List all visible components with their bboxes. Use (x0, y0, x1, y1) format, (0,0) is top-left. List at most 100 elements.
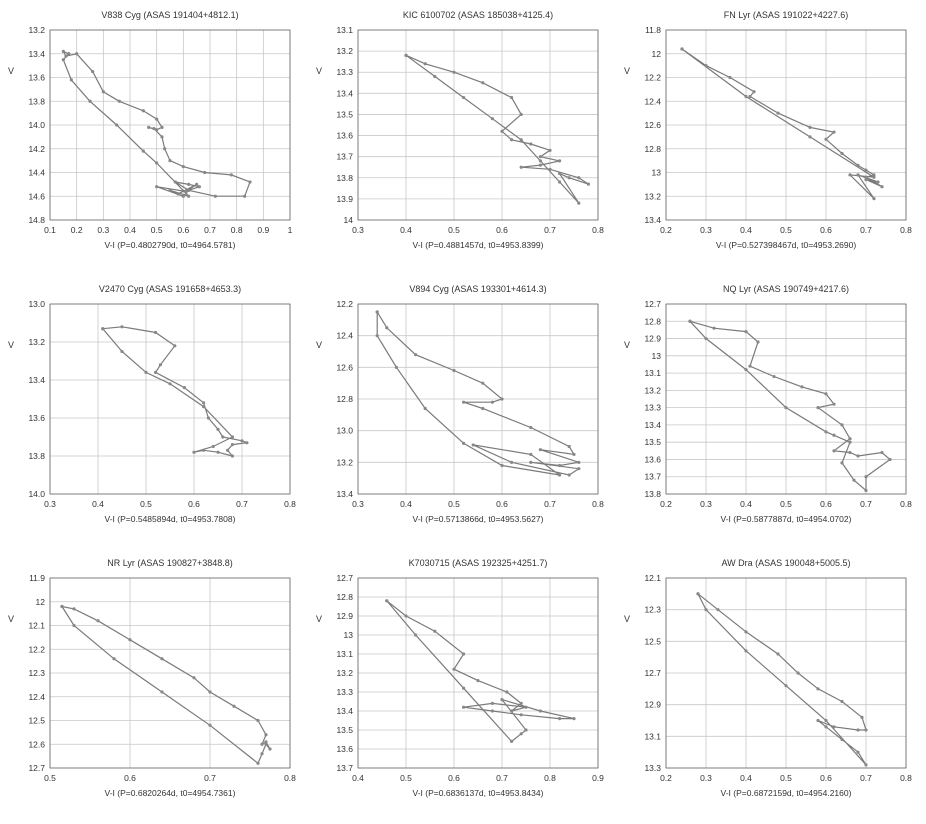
data-point (61, 49, 65, 53)
data-point (192, 676, 196, 680)
data-point (856, 728, 860, 732)
data-point (184, 189, 188, 194)
y-tick-label: 12 (652, 49, 662, 59)
x-tick-label: 1 (288, 225, 293, 235)
x-tick-label: 0.7 (204, 225, 216, 235)
data-point (160, 657, 164, 661)
data-point (824, 137, 828, 141)
data-point (481, 81, 485, 85)
data-point (558, 171, 562, 176)
x-tick-label: 0.5 (140, 499, 152, 509)
y-tick-label: 12.2 (28, 644, 45, 654)
data-point (462, 705, 466, 709)
data-point (221, 435, 225, 439)
y-tick-label: 13.4 (644, 215, 661, 225)
data-point (510, 709, 514, 713)
data-point (141, 149, 145, 153)
y-tick-label: 13.0 (28, 299, 45, 309)
data-point (490, 117, 494, 121)
y-tick-label: 13.1 (336, 25, 353, 35)
data-point (260, 742, 264, 746)
x-tick-label: 0.8 (544, 773, 556, 783)
data-point (864, 178, 868, 182)
y-tick-label: 13.6 (336, 131, 353, 141)
x-tick-label: 0.2 (660, 773, 672, 783)
data-point (72, 607, 76, 611)
y-tick-label: 13.2 (28, 25, 45, 35)
x-tick-label: 0.8 (592, 225, 604, 235)
x-tick-label: 0.4 (400, 499, 412, 509)
data-point (155, 161, 159, 165)
x-tick-label: 0.6 (496, 499, 508, 509)
data-point (808, 125, 812, 129)
y-tick-label: 12.2 (644, 73, 661, 83)
data-point (872, 175, 876, 179)
plot-frame (357, 29, 599, 221)
y-tick-label: 11.9 (29, 573, 45, 583)
x-tick-label: 0.8 (231, 225, 243, 235)
y-tick-label: 12.7 (28, 763, 45, 773)
data-point (60, 604, 64, 609)
x-tick-label: 0.8 (592, 499, 604, 509)
x-tick-label: 0.5 (151, 225, 163, 235)
y-tick-label: 13.5 (336, 725, 353, 735)
y-tick-label: 12.9 (336, 611, 353, 621)
data-point (586, 182, 590, 186)
data-point (567, 444, 571, 449)
data-point (181, 194, 185, 198)
y-tick-label: 12.4 (28, 692, 45, 702)
data-point (260, 752, 264, 756)
chart-panel: 0.2 0.3 0.4 0.5 0.6 0.7 0.8 11.8 12 12.2 12.4 12.6 1… (616, 0, 924, 274)
data-point (155, 128, 159, 132)
data-point (500, 129, 504, 133)
y-tick-label: 13.2 (28, 337, 45, 347)
y-axis-label: V (8, 340, 15, 350)
data-point (155, 185, 159, 189)
y-axis-label: V (316, 340, 323, 350)
data-point (452, 667, 456, 671)
data-point (744, 368, 748, 372)
data-point (816, 687, 820, 691)
x-tick-label: 0.6 (124, 773, 136, 783)
y-tick-label: 12.9 (644, 700, 661, 710)
data-point (208, 723, 212, 727)
x-tick-label: 0.4 (740, 773, 752, 783)
chart-svg: 0.2 0.3 0.4 0.5 0.6 0.7 0.8 12.1 12.3 12.5 12.7 12.… (644, 573, 912, 783)
plot-frame (49, 29, 291, 221)
data-point (256, 718, 260, 723)
y-tick-label: 12.5 (644, 636, 661, 646)
data-point (500, 397, 504, 401)
y-tick-label: 13.5 (336, 109, 353, 119)
chart-panel: 0.2 0.3 0.4 0.5 0.6 0.7 0.8 12.7 12.8 12.9 13 13.1 1… (616, 274, 924, 548)
y-tick-label: 13.8 (644, 489, 661, 499)
data-point (888, 457, 892, 462)
data-point (519, 732, 523, 736)
data-point (577, 176, 581, 180)
data-point (744, 330, 748, 334)
data-point (704, 64, 708, 68)
data-point (176, 192, 180, 196)
y-tick-label: 13.1 (336, 649, 353, 659)
y-tick-label: 14.6 (28, 191, 45, 201)
x-tick-label: 0.4 (740, 499, 752, 509)
data-point (784, 406, 788, 410)
y-tick-label: 13 (652, 168, 662, 178)
data-point (538, 448, 542, 452)
x-tick-label: 0.2 (71, 225, 83, 235)
data-point (824, 718, 828, 723)
chart-title: FN Lyr (ASAS 191022+4227.6) (723, 10, 849, 20)
chart-panel: 0.3 0.4 0.5 0.6 0.7 0.8 13.1 13.2 13.3 13.4 13.5 13… (308, 0, 616, 274)
data-point (872, 173, 876, 177)
y-axis-label: V (624, 66, 631, 76)
data-point (226, 448, 230, 452)
chart-title: V2470 Cyg (ASAS 191658+4653.3) (98, 284, 242, 294)
chart-panel: 0.3 0.4 0.5 0.6 0.7 0.8 12.2 12.4 12.6 12.8 13.0 13… (308, 274, 616, 548)
y-tick-label: 13.3 (644, 403, 661, 413)
y-tick-label: 12 (36, 597, 46, 607)
y-tick-label: 14.0 (28, 120, 45, 130)
x-tick-label: 0.5 (448, 499, 460, 509)
y-axis-label: V (316, 614, 323, 624)
data-point (524, 705, 528, 709)
y-tick-label: 13.2 (336, 457, 353, 467)
data-point (61, 58, 65, 62)
